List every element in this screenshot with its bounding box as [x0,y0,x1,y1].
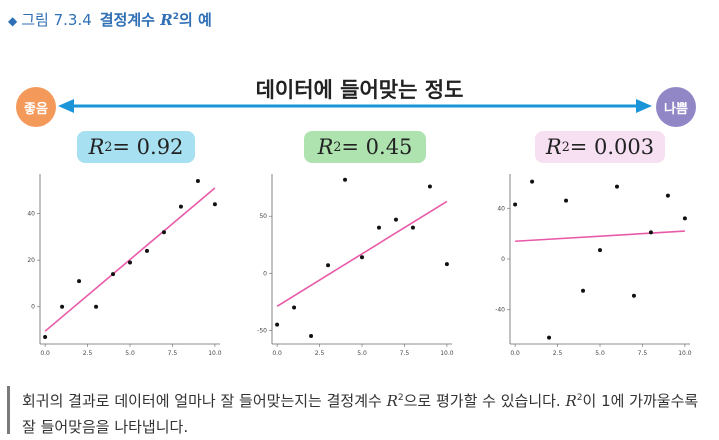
y-tick-label: 0 [501,256,505,263]
data-point [564,198,569,203]
data-point [178,204,183,209]
data-point [275,322,280,327]
x-tick-label: 2.5 [83,350,93,357]
r2-symbol: R [317,135,334,159]
figure-title-tail: 의 예 [178,11,212,29]
figure-title-symbol: R [160,11,173,29]
x-tick-label: 0.0 [40,350,50,357]
scatter-plot-high-fit: 0.0 2.5 5.0 7.5 10.0 0 20 40 [27,174,222,357]
caption: 회귀의 결과로 데이터에 얼마나 잘 들어맞는지는 결정계수 R2으로 평가할 … [22,388,714,440]
data-point [326,263,331,268]
x-tick-label: 5.0 [595,350,605,357]
data-point [530,179,535,184]
data-point [581,288,586,293]
r2-symbol: R [88,135,105,159]
x-tick-label: 2.5 [553,350,563,357]
data-point [614,184,619,189]
data-point [77,279,82,284]
data-point [60,304,65,309]
x-tick-label: 2.5 [315,350,325,357]
data-point [513,202,518,207]
data-point [376,225,381,230]
r2-value: = 0.45 [341,135,413,159]
x-tick-label: 7.5 [400,350,410,357]
x-tick-label: 5.0 [125,350,135,357]
bad-label: 나쁨 [656,87,696,127]
y-tick-label: 0 [31,304,35,311]
data-point [43,335,48,340]
x-tick-label: 5.0 [357,350,367,357]
regression-line [276,200,448,308]
data-point [195,178,200,183]
scale-title: 데이터에 들어맞는 정도 [255,78,464,102]
data-point [292,305,297,310]
r2-value: = 0.003 [569,135,655,159]
data-point [144,248,149,253]
x-tick-label: 0.0 [510,350,520,357]
data-point [427,184,432,189]
diamond-icon: ◆ [8,14,18,28]
data-point [648,230,653,235]
data-point [360,255,364,260]
y-tick-label: 40 [27,211,35,218]
data-point [410,225,415,230]
data-point [598,248,602,253]
figure-number: 그림 7.3.4 [21,11,92,29]
figure-title-exponent: 2 [172,12,179,22]
x-tick-label: 10.0 [208,350,222,357]
caption-symbol: R [565,392,577,410]
caption-exponent: 2 [576,393,583,403]
data-point [665,193,670,198]
y-tick-label: 0 [263,270,267,277]
regression-line [515,230,685,243]
scatter-plot-medium-fit: 0.0 2.5 5.0 7.5 10.0 50 0 -50 [257,174,454,357]
data-point [111,272,116,277]
figure-title-text: 결정계수 [99,11,161,29]
caption-part-3: 이 1에 가까울수록 잘 들어맞음을 나타냅니다. [22,392,699,436]
caption-exponent: 2 [397,393,404,403]
caption-part-2: 으로 평가할 수 있습니다. [403,392,566,410]
data-point [161,230,166,235]
fit-scale-arrow [58,99,652,113]
regression-line [44,187,216,332]
y-tick-label: 20 [27,257,35,264]
data-point [444,262,449,267]
x-tick-label: 10.0 [678,350,692,357]
y-tick-label: -40 [495,307,505,314]
caption-bar [7,386,10,434]
figure-title: ◆ 그림 7.3.4 결정계수 R2의 예 [8,9,212,30]
data-point [212,202,217,207]
data-point [128,260,132,265]
y-tick-label: 40 [497,205,505,212]
data-point [393,217,398,222]
r2-value: = 0.92 [112,135,184,159]
r2-symbol: R [545,135,562,159]
y-tick-label: 50 [259,213,267,220]
scatter-plot-low-fit: 0.0 2.5 5.0 7.5 10.0 40 0 -40 [495,174,692,357]
data-point [309,334,314,339]
data-point [94,304,99,309]
data-point [343,177,348,182]
data-point [547,335,552,340]
x-tick-label: 7.5 [168,350,178,357]
data-point [682,216,687,221]
x-tick-label: 7.5 [638,350,648,357]
y-tick-label: -50 [257,327,267,334]
good-label: 좋음 [16,87,56,127]
data-point [631,293,636,298]
x-tick-label: 10.0 [440,350,454,357]
caption-symbol: R [386,392,398,410]
caption-part-1: 회귀의 결과로 데이터에 얼마나 잘 들어맞는지는 결정계수 [22,392,387,410]
x-tick-label: 0.0 [272,350,282,357]
